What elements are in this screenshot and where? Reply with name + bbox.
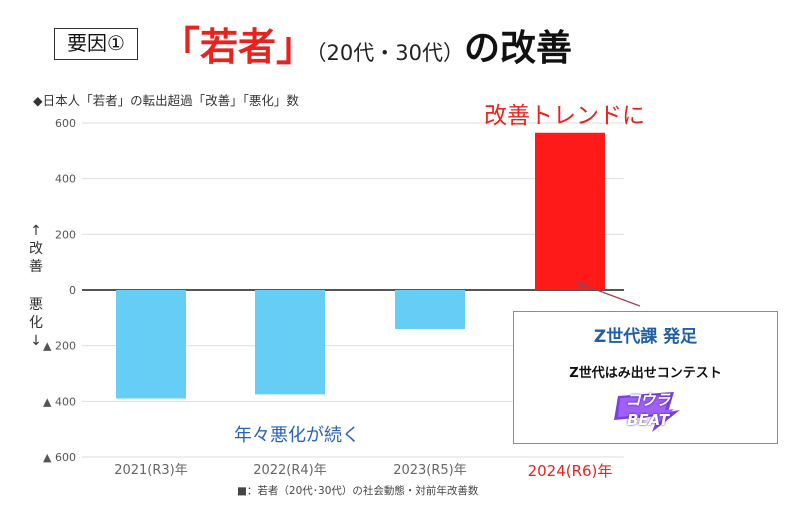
- y-tick-label: 400: [55, 173, 76, 186]
- callout-connector: [577, 282, 641, 307]
- page-title: 「若者」（20代・30代）の改善: [160, 14, 572, 74]
- title-bracket-close: 」: [276, 24, 317, 70]
- factor-label: 要因①: [54, 28, 138, 60]
- bar-0: [116, 290, 186, 399]
- title-sub: （20代・30代）: [316, 41, 464, 65]
- bar-1: [255, 290, 325, 395]
- callout-box: Z世代課 発足 Z世代はみ出せコンテスト コウラ BEAT: [513, 311, 778, 444]
- y-tick-label: ▲ 200: [43, 340, 76, 353]
- annotation-improve-trend: 改善トレンドに: [484, 103, 645, 129]
- x-tick-label-2: 2023(R5)年: [393, 463, 467, 478]
- x-tick-label-0: 2021(R3)年: [114, 463, 188, 478]
- logo-text: コウラ BEAT: [612, 390, 684, 434]
- y-tick-label: 0: [69, 284, 76, 297]
- side-label-worsen: 悪 化 ↓: [28, 296, 44, 350]
- bar-3: [535, 132, 605, 290]
- callout-subtitle: Z世代はみ出せコンテスト: [569, 366, 722, 381]
- chart-footnote: ■：若者（20代･30代）の社会動態・対前年改善数: [237, 485, 479, 497]
- logo-line-1: コウラ: [625, 391, 671, 409]
- logo-line-2: BEAT: [626, 411, 670, 429]
- callout-title: Z世代課 発足: [593, 327, 698, 347]
- x-tick-label-1: 2022(R4)年: [253, 463, 327, 478]
- x-tick-label-3: 2024(R6)年: [528, 462, 613, 480]
- title-emphasis: 若者: [200, 25, 277, 69]
- callout-arrowhead: [576, 282, 587, 289]
- bar-2: [395, 290, 465, 329]
- y-tick-label: ▲ 600: [43, 451, 76, 464]
- side-label-worsen-2: 化: [29, 315, 43, 331]
- side-label-improve-2: 善: [29, 259, 43, 275]
- tick-layer: 600 400 200 0 ▲ 200 ▲ 400 ▲ 600 2021(R3)年 2022(R…: [43, 117, 612, 480]
- y-tick-label: 600: [55, 117, 76, 130]
- down-arrow-icon: ↓: [30, 333, 42, 349]
- logo-background-icon: [614, 392, 680, 432]
- up-arrow-icon: ↑: [30, 223, 42, 239]
- side-label-worsen-1: 悪: [29, 297, 43, 313]
- title-bracket-open: 「: [160, 24, 200, 70]
- side-label-improve: ↑ 改 善: [28, 222, 44, 276]
- title-tail: の改善: [463, 28, 572, 69]
- y-tick-label: 200: [55, 228, 76, 241]
- chart-subtitle: ◆日本人「若者」の転出超過「改善」「悪化」数: [33, 93, 299, 108]
- bar-layer: [116, 132, 605, 399]
- beat-logo: コウラ BEAT: [612, 390, 684, 434]
- annotation-worsening: 年々悪化が続く: [234, 425, 360, 446]
- side-label-improve-1: 改: [29, 241, 43, 257]
- y-tick-label: ▲ 400: [43, 395, 76, 408]
